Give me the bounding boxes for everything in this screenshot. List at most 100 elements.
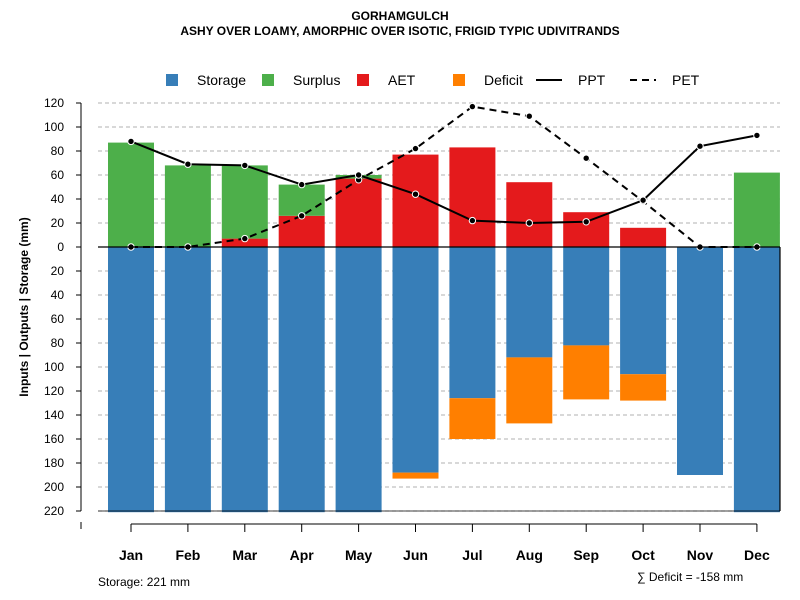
point-pet-aug bbox=[525, 112, 533, 120]
x-tick-label-jul: Jul bbox=[462, 547, 482, 563]
deficit-note: ∑ Deficit = -158 mm bbox=[637, 570, 744, 584]
y-tick-label-7: 20 bbox=[51, 264, 65, 278]
y-tick-label-17: 220 bbox=[44, 504, 64, 518]
point-ppt-dec bbox=[753, 131, 761, 140]
bar-storage-dec bbox=[733, 247, 780, 513]
point-ppt-feb bbox=[184, 160, 192, 168]
bars bbox=[108, 142, 780, 513]
point-ppt-mar bbox=[241, 161, 249, 170]
bar-surplus-feb bbox=[164, 165, 211, 247]
legend-label-ppt: PPT bbox=[578, 72, 606, 88]
point-ppt-oct bbox=[639, 196, 647, 204]
bar-surplus-dec bbox=[733, 172, 780, 247]
point-ppt-sep bbox=[582, 218, 590, 226]
bar-aet-sep bbox=[563, 212, 610, 247]
y-tick-label-15: 180 bbox=[44, 456, 64, 470]
bar-storage-oct bbox=[620, 247, 667, 375]
y-tick-label-11: 100 bbox=[44, 360, 64, 374]
bar-deficit-aug bbox=[506, 357, 553, 424]
y-tick-label-8: 40 bbox=[51, 288, 65, 302]
bar-aet-aug bbox=[506, 182, 553, 247]
point-ppt-apr bbox=[298, 180, 306, 189]
bar-storage-jun bbox=[392, 247, 439, 473]
point-ppt-nov bbox=[696, 142, 704, 150]
y-tick-label-4: 40 bbox=[51, 192, 65, 206]
y-tick-label-12: 120 bbox=[44, 384, 64, 398]
legend-swatch-deficit bbox=[453, 74, 465, 86]
bar-storage-aug bbox=[506, 247, 553, 358]
x-tick-label-nov: Nov bbox=[687, 547, 714, 563]
y-tick-label-9: 60 bbox=[51, 312, 65, 326]
bar-aet-mar bbox=[221, 238, 268, 247]
bar-surplus-mar bbox=[221, 165, 268, 239]
y-tick-label-14: 160 bbox=[44, 432, 64, 446]
bar-surplus-jan bbox=[108, 142, 154, 247]
legend: Storage Surplus AET Deficit PPT PET bbox=[166, 72, 700, 88]
bar-storage-nov bbox=[677, 247, 723, 475]
gridlines bbox=[98, 102, 780, 512]
line-ppt bbox=[130, 134, 758, 225]
x-tick-label-mar: Mar bbox=[232, 547, 257, 563]
chart-subtitle: ASHY OVER LOAMY, AMORPHIC OVER ISOTIC, F… bbox=[180, 24, 620, 38]
bar-deficit-jul bbox=[449, 398, 496, 439]
bar-storage-feb bbox=[164, 247, 211, 513]
point-ppt-jul bbox=[468, 216, 477, 225]
point-pet-mar bbox=[241, 234, 249, 243]
y-tick-label-2: 80 bbox=[51, 144, 65, 158]
bar-storage-sep bbox=[563, 247, 610, 346]
bar-deficit-sep bbox=[563, 345, 610, 400]
bar-aet-oct bbox=[620, 227, 667, 247]
lines bbox=[127, 102, 761, 251]
y-tick-label-13: 140 bbox=[44, 408, 64, 422]
point-pet-apr bbox=[298, 212, 306, 220]
bar-aet-may bbox=[335, 178, 382, 247]
y-tick-label-6: 0 bbox=[57, 240, 64, 254]
legend-label-storage: Storage bbox=[197, 72, 246, 88]
legend-swatch-surplus bbox=[262, 74, 274, 86]
x-tick-label-oct: Oct bbox=[631, 547, 655, 563]
x-tick-label-feb: Feb bbox=[175, 547, 200, 563]
legend-swatch-storage bbox=[166, 74, 178, 86]
y-tick-label-16: 200 bbox=[44, 480, 64, 494]
legend-label-deficit: Deficit bbox=[484, 72, 523, 88]
chart-title: GORHAMGULCH bbox=[351, 9, 449, 23]
x-tick-label-dec: Dec bbox=[744, 547, 770, 563]
point-ppt-jan bbox=[127, 137, 135, 146]
x-tick-label-may: May bbox=[345, 547, 372, 563]
bar-aet-jul bbox=[449, 147, 496, 247]
bar-aet-apr bbox=[278, 215, 325, 247]
x-tick-label-jun: Jun bbox=[403, 547, 428, 563]
y-tick-label-3: 60 bbox=[51, 168, 65, 182]
bar-storage-may bbox=[335, 247, 382, 513]
x-tick-label-jan: Jan bbox=[119, 547, 143, 563]
point-ppt-jun bbox=[411, 190, 420, 198]
point-ppt-aug bbox=[525, 219, 533, 227]
point-pet-jun bbox=[411, 144, 420, 153]
point-pet-jul bbox=[468, 102, 477, 111]
y-tick-label-10: 80 bbox=[51, 336, 65, 350]
y-tick-label-1: 100 bbox=[44, 120, 64, 134]
axes: 1201008060402002040608010012014016018020… bbox=[44, 96, 781, 563]
x-tick-label-aug: Aug bbox=[516, 547, 543, 563]
bar-storage-jan bbox=[108, 247, 154, 513]
bar-deficit-jun bbox=[392, 472, 439, 479]
legend-swatch-aet bbox=[357, 74, 369, 86]
legend-label-aet: AET bbox=[388, 72, 416, 88]
legend-label-pet: PET bbox=[672, 72, 700, 88]
x-tick-label-sep: Sep bbox=[573, 547, 599, 563]
point-pet-sep bbox=[582, 154, 590, 162]
bar-deficit-oct bbox=[620, 374, 667, 401]
y-tick-label-0: 120 bbox=[44, 96, 64, 110]
bar-surplus-apr bbox=[278, 184, 325, 216]
y-axis-label: Inputs | Outputs | Storage (mm) bbox=[17, 217, 31, 396]
bar-storage-jul bbox=[449, 247, 496, 399]
line-pet bbox=[131, 105, 757, 248]
storage-note: Storage: 221 mm bbox=[98, 575, 191, 589]
y-tick-label-5: 20 bbox=[51, 216, 65, 230]
bar-storage-mar bbox=[221, 247, 268, 513]
x-tick-label-apr: Apr bbox=[290, 547, 315, 563]
legend-label-surplus: Surplus bbox=[293, 72, 340, 88]
bar-storage-apr bbox=[278, 247, 325, 513]
point-ppt-may bbox=[354, 171, 363, 179]
